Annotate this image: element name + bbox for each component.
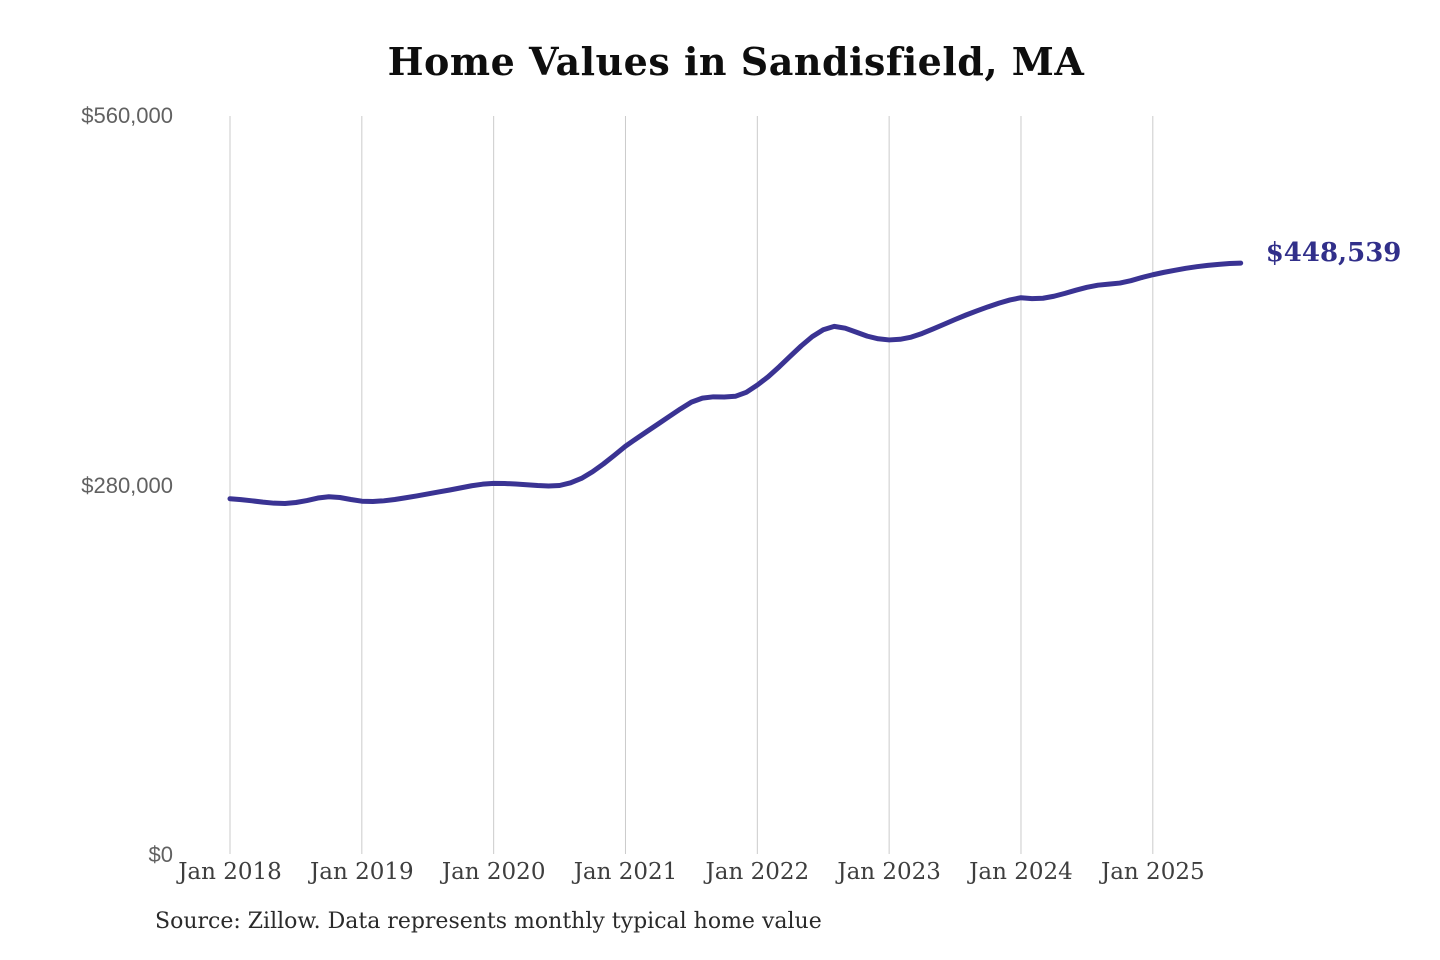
source-note: Source: Zillow. Data represents monthly … bbox=[155, 909, 822, 934]
x-tick-label: Jan 2022 bbox=[705, 859, 810, 885]
y-tick-label: $560,000 bbox=[81, 103, 173, 128]
latest-value-label: $448,539 bbox=[1265, 238, 1402, 269]
chart-title: Home Values in Sandisfield, MA bbox=[387, 39, 1085, 84]
x-tick-label: Jan 2019 bbox=[310, 859, 414, 885]
x-tick-label: Jan 2021 bbox=[573, 859, 678, 885]
y-tick-label: $280,000 bbox=[81, 472, 173, 498]
x-tick-label: Jan 2024 bbox=[969, 859, 1073, 885]
x-tick-label: Jan 2020 bbox=[441, 859, 546, 885]
home-value-line bbox=[227, 260, 1244, 506]
y-tick-label: $0 bbox=[148, 842, 173, 867]
x-tick-label: Jan 2025 bbox=[1101, 859, 1205, 885]
x-tick-label: Jan 2018 bbox=[178, 859, 282, 885]
x-tick-label: Jan 2023 bbox=[837, 859, 941, 885]
